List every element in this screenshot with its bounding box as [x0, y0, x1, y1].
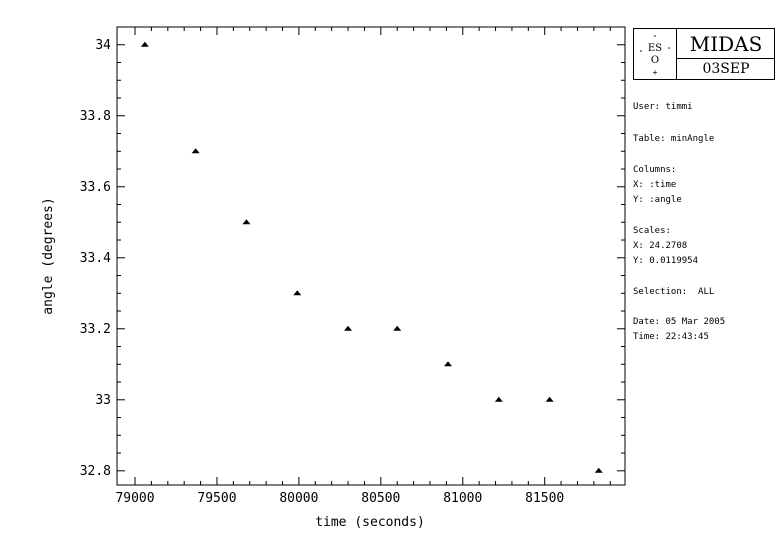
- y-tick-label: 33.4: [80, 251, 111, 266]
- x-axis-label: time (seconds): [315, 515, 425, 530]
- info-scales-x: X: 24.2708: [633, 241, 688, 251]
- info-columns-y: Y: :angle: [633, 195, 682, 205]
- data-point: [140, 41, 149, 47]
- plot-frame: [116, 26, 626, 486]
- x-tick-label: 81500: [525, 491, 564, 506]
- x-tick-label: 79000: [115, 491, 154, 506]
- eso-logo: ES O +: [640, 35, 670, 77]
- info-scales-y: Y: 0.0119954: [633, 256, 699, 266]
- info-table: Table: minAngle: [633, 134, 715, 144]
- data-point: [191, 148, 200, 154]
- data-point: [293, 290, 302, 296]
- data-point: [242, 219, 251, 225]
- data-point: [594, 467, 603, 473]
- x-tick-label: 80500: [361, 491, 400, 506]
- info-columns-x: X: :time: [633, 180, 677, 190]
- x-tick-label: 80000: [279, 491, 318, 506]
- svg-text:O: O: [651, 55, 659, 66]
- info-date: Date: 05 Mar 2005: [633, 317, 726, 327]
- info-time: Time: 22:43:45: [633, 332, 709, 342]
- data-point: [344, 325, 353, 331]
- midas-logo-box: ES O + MIDAS 03SEP: [633, 28, 775, 80]
- data-point: [393, 325, 402, 331]
- y-tick-label: 33.8: [80, 109, 111, 124]
- data-markers: [140, 41, 603, 473]
- y-tick-label: 33.2: [80, 322, 111, 337]
- midas-title: MIDAS: [689, 32, 763, 56]
- y-tick-label: 34: [95, 38, 111, 53]
- eso-logo-text: ES: [648, 43, 662, 54]
- y-tick-label: 32.8: [80, 464, 111, 479]
- info-scales-title: Scales:: [633, 226, 671, 236]
- y-tick-labels: 32.8 33 33.2 33.4 33.6 33.8 34: [80, 38, 111, 479]
- x-tick-labels: 79000 79500 80000 80500 81000 81500: [115, 491, 564, 506]
- info-selection: Selection: ALL: [633, 287, 715, 297]
- y-tick-label: 33.6: [80, 180, 111, 195]
- data-point: [444, 361, 453, 367]
- x-tick-label: 81000: [443, 491, 482, 506]
- data-point: [545, 396, 554, 402]
- header-divider: [677, 58, 775, 59]
- svg-text:+: +: [653, 68, 658, 77]
- data-point: [494, 396, 503, 402]
- midas-version: 03SEP: [702, 61, 750, 77]
- info-user: User: timmi: [633, 102, 693, 112]
- axis-ticks: [117, 26, 625, 485]
- info-columns-title: Columns:: [633, 165, 677, 175]
- y-axis-label: angle (degrees): [41, 197, 56, 314]
- logo-divider: [676, 29, 677, 79]
- x-tick-label: 79500: [197, 491, 236, 506]
- y-tick-label: 33: [95, 393, 111, 408]
